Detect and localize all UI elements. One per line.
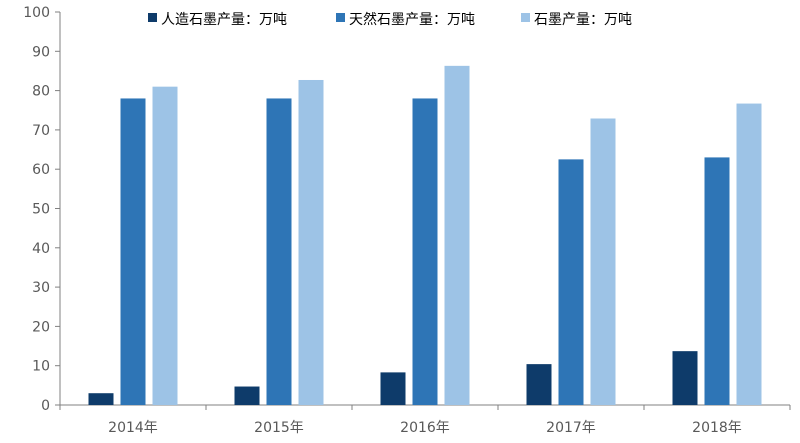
y-tick-label: 60 [32, 162, 50, 178]
y-tick-label: 20 [32, 319, 50, 335]
bar-1-2016年 [380, 372, 406, 405]
legend-label: 石墨产量：万吨 [534, 12, 632, 28]
y-tick-label: 0 [41, 398, 50, 414]
y-tick-label: 30 [32, 280, 50, 296]
y-tick-label: 10 [32, 359, 50, 375]
bar-1-2018年 [672, 351, 698, 405]
bars [88, 65, 762, 406]
bar-2-2017年 [558, 159, 584, 405]
legend-item: 天然石墨产量：万吨 [336, 11, 475, 28]
bar-3-2016年 [444, 65, 470, 405]
bar-1-2017年 [526, 364, 552, 405]
x-tick-label: 2015年 [254, 420, 304, 436]
bar-3-2018年 [736, 103, 762, 405]
legend-swatch [521, 13, 530, 22]
legend: 人造石墨产量：万吨 天然石墨产量：万吨 石墨产量：万吨 [148, 11, 632, 28]
bar-3-2017年 [590, 118, 616, 406]
bar-2-2018年 [704, 157, 730, 405]
bar-3-2014年 [152, 86, 178, 406]
x-tick-label: 2018年 [692, 420, 742, 436]
bar-2-2015年 [266, 98, 292, 406]
y-tick-label: 90 [32, 44, 50, 60]
y-tick-label: 100 [23, 5, 50, 21]
legend-swatch [148, 13, 157, 22]
bar-1-2015年 [234, 386, 260, 405]
y-tick-label: 80 [32, 84, 50, 100]
legend-label: 天然石墨产量：万吨 [349, 11, 475, 28]
y-tick-label: 50 [32, 202, 50, 218]
legend-item: 石墨产量：万吨 [521, 12, 632, 28]
legend-swatch [336, 13, 345, 22]
y-tick-label: 70 [32, 123, 50, 139]
legend-item: 人造石墨产量：万吨 [148, 12, 287, 28]
x-tick-label: 2014年 [108, 420, 158, 436]
bar-3-2015年 [298, 79, 324, 405]
y-tick-label: 40 [32, 241, 50, 257]
bar-2-2016年 [412, 98, 438, 406]
x-axis: 2014年 2015年 2016年 2017年 2018年 [59, 404, 791, 436]
x-tick-label: 2016年 [400, 420, 450, 436]
y-axis: 0 10 20 30 40 50 60 70 80 90 100 [23, 5, 61, 414]
bar-2-2014年 [120, 98, 146, 406]
bar-1-2014年 [88, 393, 114, 405]
x-tick-label: 2017年 [546, 420, 596, 436]
legend-label: 人造石墨产量：万吨 [161, 12, 287, 28]
